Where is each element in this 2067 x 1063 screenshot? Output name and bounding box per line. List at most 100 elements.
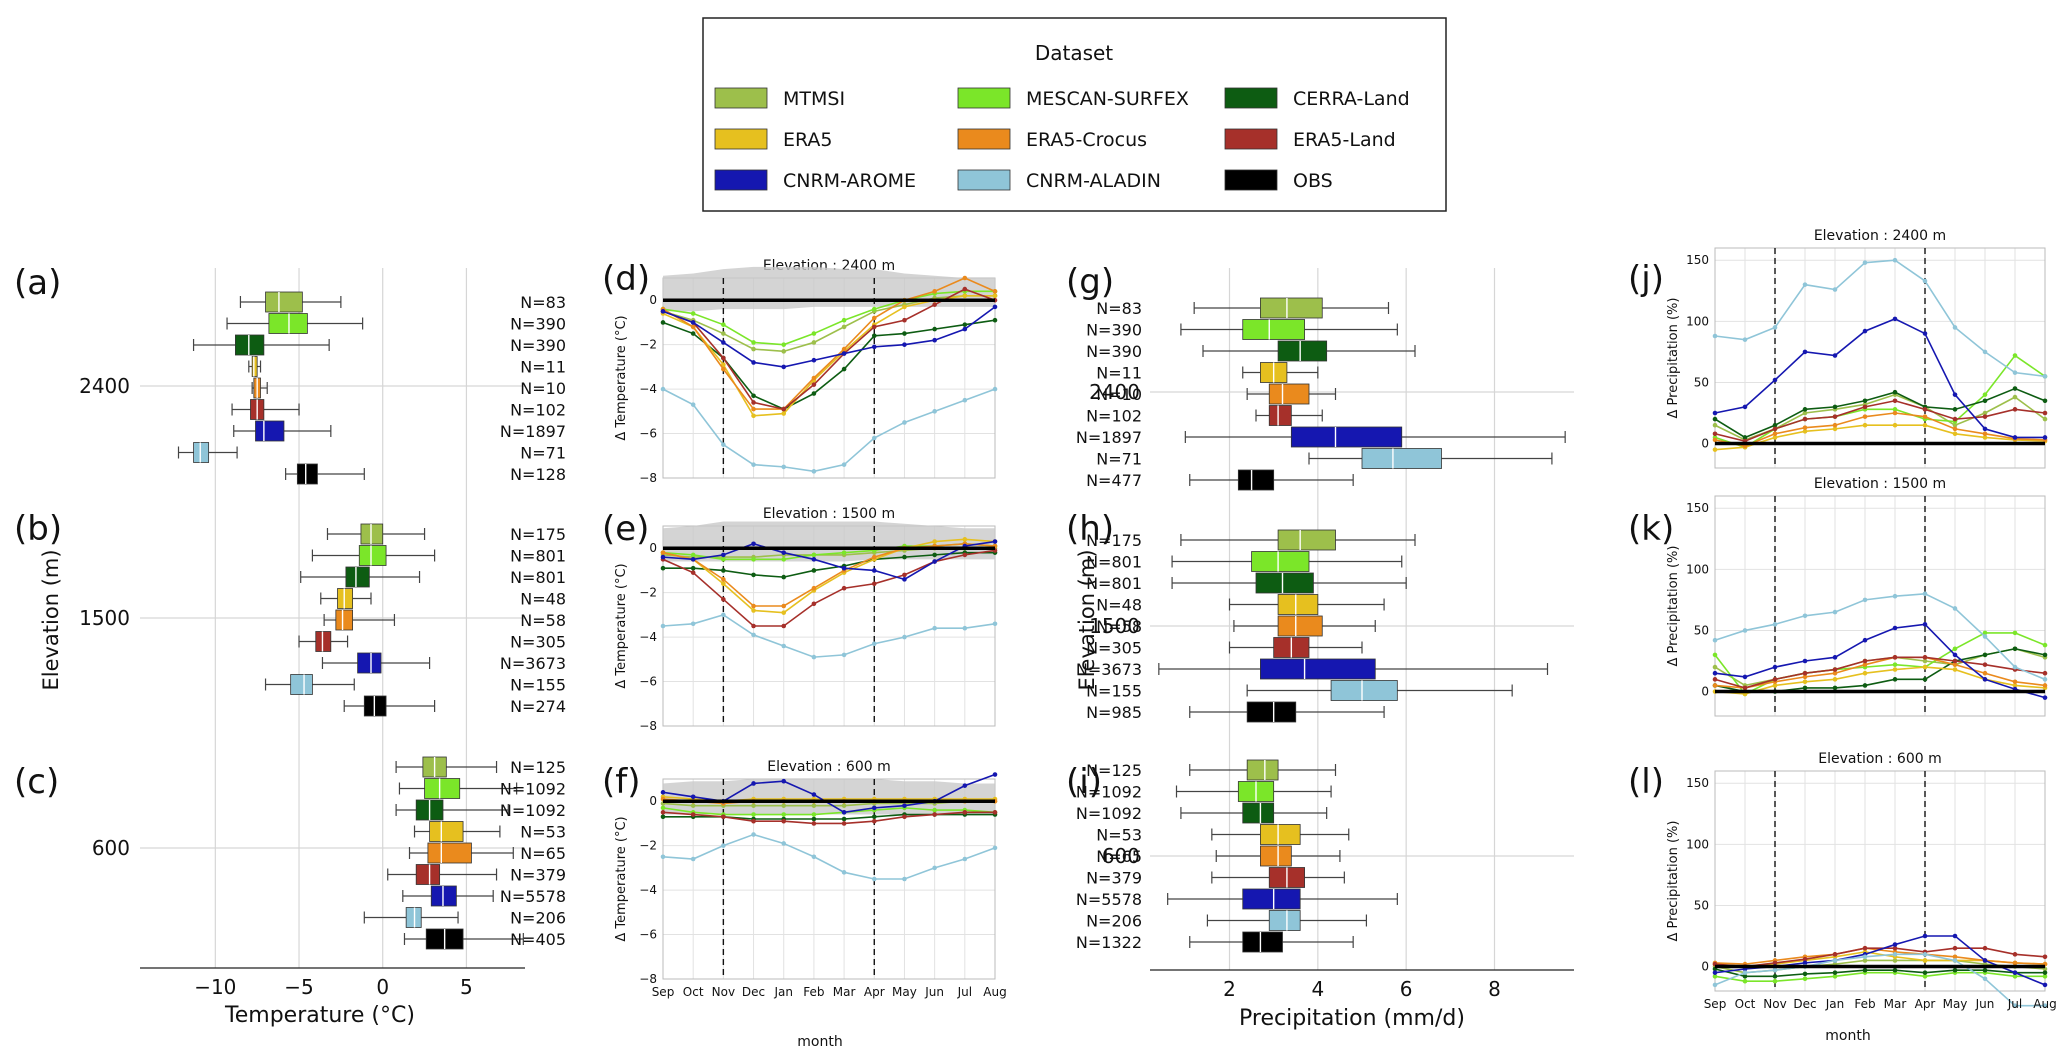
data-point-mescan-surfex xyxy=(751,812,756,817)
series-line-mescan-surfex xyxy=(662,807,996,816)
data-point-cerra-land xyxy=(1952,967,1958,973)
legend-swatch-obs xyxy=(1224,169,1278,191)
data-point-mescan-surfex xyxy=(811,331,817,336)
data-point-cnrm-aladin xyxy=(781,464,787,470)
sample-count-label: N=11 xyxy=(520,358,566,377)
data-point-cerra-land xyxy=(721,568,726,573)
data-point-cnrm-aladin xyxy=(1742,970,1748,975)
data-point-cnrm-arome xyxy=(2012,970,2018,975)
x-tick-label-month: Oct xyxy=(1735,997,1756,1011)
data-point-era5-land xyxy=(962,810,968,815)
precipitation-delta-panels: (j) (k) (l) month Elevation : 2400 m 150 1… xyxy=(1628,228,2057,1044)
series-line-era5-land xyxy=(1714,947,2046,968)
data-point-cerra-land xyxy=(660,814,666,820)
series-line-era5-land xyxy=(662,549,996,627)
data-point-cnrm-arome xyxy=(1742,674,1748,680)
box-era5-crocus xyxy=(1277,615,1323,637)
data-point-cerra-land xyxy=(932,326,937,332)
data-point-cnrm-aladin xyxy=(1892,593,1898,599)
data-point-cerra-land xyxy=(902,554,907,560)
data-point-cerra-land xyxy=(781,574,787,580)
data-point-era5-crocus xyxy=(871,554,877,560)
data-point-era5 xyxy=(1982,435,1988,440)
data-point-era5 xyxy=(751,608,756,613)
data-point-cerra-land xyxy=(1982,967,1988,973)
box-era5-crocus xyxy=(335,609,353,631)
data-point-era5 xyxy=(751,413,756,419)
box-mescan-surfex xyxy=(268,313,308,334)
data-point-cnrm-arome xyxy=(1892,625,1898,631)
data-point-mescan-surfex xyxy=(1712,652,1718,658)
box-cnrm-aladin xyxy=(1330,680,1398,701)
box-obs xyxy=(1237,469,1275,491)
data-point-cnrm-arome xyxy=(811,357,817,363)
series-line-cnrm-arome xyxy=(662,306,996,368)
data-point-era5-crocus xyxy=(1832,422,1838,428)
data-point-era5-land xyxy=(1712,677,1718,682)
legend-swatch-cnrm-arome xyxy=(714,169,768,191)
data-point-mescan-surfex xyxy=(871,306,877,312)
legend-label-mtmsi: MTMSI xyxy=(783,88,845,110)
data-point-cnrm-aladin xyxy=(721,612,726,618)
box-cnrm-aladin xyxy=(1361,448,1442,469)
y-axis-label: Δ Temperature (°C) xyxy=(614,563,629,688)
sample-count-label: N=390 xyxy=(510,336,566,355)
sample-count-label: N=5578 xyxy=(500,887,566,906)
data-point-cnrm-aladin xyxy=(781,643,787,649)
x-tick-label-month: Nov xyxy=(1763,997,1786,1011)
data-point-mtmsi xyxy=(1982,410,1988,416)
series-line-era5 xyxy=(1714,424,2046,451)
plot-frame xyxy=(1714,247,2046,469)
data-point-era5-crocus xyxy=(1952,662,1958,667)
data-point-era5-land xyxy=(690,812,696,817)
sample-count-label: N=379 xyxy=(1086,869,1142,888)
legend-label-cnrm-arome: CNRM-AROME xyxy=(783,170,916,192)
data-point-era5-land xyxy=(1832,414,1838,419)
data-point-cnrm-aladin xyxy=(2042,374,2048,379)
data-point-era5 xyxy=(721,581,726,587)
box-cnrm-aladin xyxy=(193,442,210,463)
data-point-era5-land xyxy=(1952,945,1958,951)
y-tick-label: −6 xyxy=(639,427,657,441)
y-tick-label: −6 xyxy=(639,928,657,942)
data-point-cnrm-aladin xyxy=(1982,634,1988,639)
series-line-era5-crocus xyxy=(1714,412,2046,447)
y-axis-label-precip: Elevation (m) xyxy=(1075,549,1099,690)
sample-count-label: N=48 xyxy=(1096,596,1142,615)
legend-label-cerra-land: CERRA-Land xyxy=(1293,88,1410,110)
data-point-cerra-land xyxy=(1772,422,1778,428)
sample-count-label: N=10 xyxy=(1096,385,1142,404)
y-tick-label: 0 xyxy=(1701,437,1709,451)
data-point-era5-land xyxy=(871,581,877,587)
data-point-cerra-land xyxy=(1772,974,1778,979)
box-era5 xyxy=(251,356,258,377)
data-point-cnrm-aladin xyxy=(871,876,877,882)
x-tick-label-month: Sep xyxy=(652,985,675,999)
data-point-era5-land xyxy=(1982,662,1988,667)
x-tick-label: −5 xyxy=(284,975,313,999)
data-point-era5-land xyxy=(1862,945,1868,951)
data-point-cerra-land xyxy=(811,391,817,396)
data-point-cnrm-aladin xyxy=(811,654,817,660)
box-cerra-land xyxy=(1255,572,1314,594)
box-obs xyxy=(1246,701,1297,723)
data-point-cnrm-arome xyxy=(811,792,817,797)
panel-label-k: (k) xyxy=(1628,509,1674,549)
data-point-mtmsi xyxy=(811,803,817,808)
series-line-mescan-surfex xyxy=(1714,354,2046,449)
series-line-cnrm-aladin xyxy=(1714,259,2046,378)
box-mescan-surfex xyxy=(1242,319,1305,340)
sample-count-label: N=477 xyxy=(1086,471,1142,490)
obs-uncertainty-band xyxy=(663,779,995,815)
data-point-cerra-land xyxy=(1892,967,1898,973)
box-obs xyxy=(1242,931,1283,953)
sample-count-label: N=801 xyxy=(510,547,566,566)
data-point-era5 xyxy=(1862,670,1868,676)
y-axis-label: Δ Temperature (°C) xyxy=(614,816,629,941)
data-point-cnrm-arome xyxy=(751,781,756,786)
data-point-cnrm-arome xyxy=(992,539,998,544)
data-point-cnrm-arome xyxy=(932,559,937,564)
data-point-cerra-land xyxy=(932,552,937,558)
panel-label-b: (b) xyxy=(14,509,62,549)
box-cnrm-arome xyxy=(1260,658,1376,680)
